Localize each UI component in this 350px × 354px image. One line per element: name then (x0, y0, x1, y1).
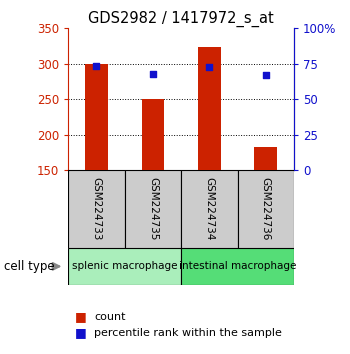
Text: count: count (94, 312, 126, 322)
FancyBboxPatch shape (181, 248, 294, 285)
Text: GSM224736: GSM224736 (261, 177, 271, 241)
Text: ■: ■ (75, 310, 87, 323)
FancyBboxPatch shape (68, 170, 125, 248)
Point (150, 72, 156, 77)
Text: percentile rank within the sample: percentile rank within the sample (94, 328, 282, 338)
FancyBboxPatch shape (238, 170, 294, 248)
Title: GDS2982 / 1417972_s_at: GDS2982 / 1417972_s_at (88, 11, 274, 27)
Text: GSM224733: GSM224733 (91, 177, 102, 241)
Bar (85, 64, 108, 170)
Text: GSM224735: GSM224735 (148, 177, 158, 241)
Point (94, 63, 99, 69)
Text: cell type: cell type (4, 260, 54, 273)
Bar (142, 99, 164, 170)
Point (263, 72, 268, 78)
FancyBboxPatch shape (68, 170, 294, 248)
Text: intestinal macrophage: intestinal macrophage (179, 261, 296, 272)
Text: GSM224734: GSM224734 (204, 177, 214, 241)
FancyBboxPatch shape (125, 170, 181, 248)
Bar (198, 47, 220, 170)
FancyBboxPatch shape (68, 248, 181, 285)
Text: ■: ■ (75, 326, 87, 339)
Text: splenic macrophage: splenic macrophage (72, 261, 177, 272)
FancyBboxPatch shape (181, 170, 238, 248)
Point (206, 64, 212, 70)
Bar (254, 147, 277, 170)
